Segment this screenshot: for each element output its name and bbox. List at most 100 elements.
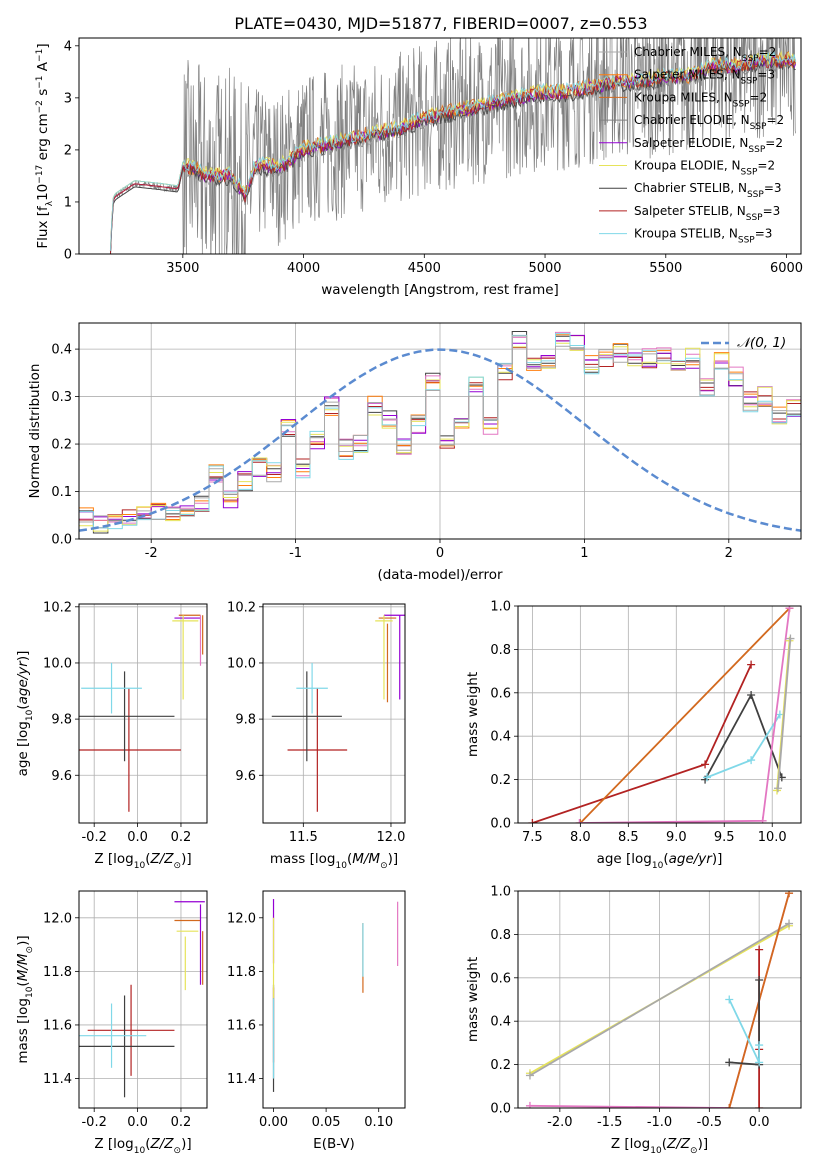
y-tick-label: 0.4 xyxy=(490,730,511,745)
y-tick-label: 3 xyxy=(64,91,72,106)
y-tick-label: 1.0 xyxy=(490,885,511,900)
y-tick-label: 4 xyxy=(64,39,72,54)
axes-frame xyxy=(78,322,802,540)
legend-label: 𝒩(0, 1) xyxy=(737,335,786,351)
y-tick-label: 9.6 xyxy=(51,769,72,784)
x-tick-label: 0.2 xyxy=(171,1115,192,1130)
y-tick-label: 0.4 xyxy=(490,1015,511,1030)
x-tick-label: -0.5 xyxy=(697,1115,722,1130)
y-axis-label: mass weight xyxy=(465,957,481,1042)
x-tick-label: 10.0 xyxy=(758,830,787,845)
y-axis-label: mass [log10(M/M⊙)] xyxy=(15,935,35,1063)
x-tick-label: 1 xyxy=(580,546,588,561)
axes-frame xyxy=(78,603,208,824)
mass-weight-line xyxy=(777,638,792,789)
axes-frame xyxy=(262,603,406,824)
y-tick-label: 0 xyxy=(64,248,72,263)
y-tick-label: 0.0 xyxy=(490,817,511,832)
mass-weight-line xyxy=(529,922,790,1077)
x-axis-label: age [log10(age/yr)] xyxy=(597,851,723,871)
mass-weight-marker xyxy=(525,1101,534,1108)
observed-spectrum xyxy=(110,38,797,254)
x-tick-label: 7.5 xyxy=(522,830,543,845)
mass-weight-marker xyxy=(755,945,764,954)
mass-weight-marker xyxy=(755,975,764,984)
x-tick-label: 0.0 xyxy=(127,830,148,845)
x-tick-label: 0.2 xyxy=(171,830,192,845)
x-tick-label: 4000 xyxy=(287,261,320,276)
legend-label: Salpeter MILES, NSSP=3 xyxy=(634,68,775,87)
y-tick-label: 10.0 xyxy=(43,656,72,671)
x-tick-label: 0.10 xyxy=(364,1115,393,1130)
histogram-step-line xyxy=(79,331,801,524)
y-axis-label: mass weight xyxy=(465,672,481,757)
mass-weight-marker xyxy=(725,1104,734,1108)
x-axis-label: mass [log10(M/M⊙)] xyxy=(270,851,398,871)
axes-frame xyxy=(517,605,802,824)
histogram-step-line xyxy=(79,335,801,529)
x-tick-label: -0.2 xyxy=(81,1115,106,1130)
y-axis-label: Flux [fλ10−17 erg cm−2 s−1 A−1] xyxy=(35,43,55,248)
y-tick-label: 0.6 xyxy=(490,686,511,701)
mass-weight-marker xyxy=(528,819,537,823)
plot-area xyxy=(79,331,801,534)
x-tick-label: 0.00 xyxy=(259,1115,288,1130)
mass-weight-marker xyxy=(747,756,756,765)
mass-weight-marker xyxy=(755,1041,764,1050)
x-tick-label: 9.5 xyxy=(714,830,735,845)
y-tick-label: 0.2 xyxy=(490,1058,511,1073)
histogram-step-line xyxy=(79,334,801,520)
x-axis-label: Z [log10(Z/Z⊙)] xyxy=(611,1136,708,1156)
y-tick-label: 0.0 xyxy=(51,533,72,548)
y-tick-label: 0.0 xyxy=(490,1102,511,1117)
legend-label: Chabrier ELODIE, NSSP=2 xyxy=(634,113,784,132)
normal-curve xyxy=(79,348,801,532)
legend-label: Kroupa STELIB, NSSP=3 xyxy=(634,227,772,246)
x-tick-label: -1.0 xyxy=(647,1115,672,1130)
y-axis-label: Normed distribution xyxy=(27,364,43,499)
x-tick-label: -1.5 xyxy=(597,1115,622,1130)
x-tick-label: 4500 xyxy=(408,261,441,276)
mass-vs-metallicity-panel: -0.2 0.0 0.2 11.4 11.6 11.8 12.0 Z [log10(Z/Z⊙)… xyxy=(15,890,208,1156)
mass-weight-line xyxy=(532,664,752,823)
legend-label: Chabrier STELIB, NSSP=3 xyxy=(634,181,782,200)
mass-weight-marker xyxy=(758,816,767,823)
y-tick-label: 0.2 xyxy=(490,773,511,788)
x-tick-label: 8.5 xyxy=(618,830,639,845)
y-tick-label: 12.0 xyxy=(43,911,72,926)
x-tick-label: 5500 xyxy=(649,261,682,276)
x-tick-label: 6000 xyxy=(770,261,803,276)
y-tick-label: 1 xyxy=(64,195,72,210)
x-tick-label: 0.0 xyxy=(127,1115,148,1130)
x-tick-label: 0.05 xyxy=(312,1115,341,1130)
y-tick-label: 0.2 xyxy=(51,438,72,453)
x-axis-label: E(B-V) xyxy=(313,1136,355,1152)
y-tick-label: 0.4 xyxy=(51,343,72,358)
x-tick-label: 8.0 xyxy=(570,830,591,845)
y-tick-label: 9.8 xyxy=(51,713,72,728)
legend-label: Kroupa ELODIE, NSSP=2 xyxy=(634,159,775,178)
model-spectrum-line xyxy=(109,53,797,254)
plot-area xyxy=(79,614,204,812)
mass-weight-marker xyxy=(725,1058,734,1067)
x-tick-label: -2 xyxy=(145,546,158,561)
y-tick-label: 11.6 xyxy=(43,1018,72,1033)
plot-area xyxy=(271,614,405,812)
y-tick-label: 10.0 xyxy=(227,656,256,671)
residual-histogram-panel: -2 -1 0 1 2 0.0 0.1 0.2 0.3 0.4 𝒩(0, 1) (data-model… xyxy=(27,322,802,583)
mass-weight-marker xyxy=(785,606,794,613)
axes-frame xyxy=(78,37,802,255)
y-tick-label: 2 xyxy=(64,143,72,158)
legend-label: Salpeter ELODIE, NSSP=2 xyxy=(634,136,783,155)
x-tick-label: 2 xyxy=(725,546,733,561)
spectrum-panel: 3500 4000 4500 5000 5500 6000 0 1 2 3 4 Chabrier MI… xyxy=(35,37,803,298)
mass-weight-marker xyxy=(773,784,782,793)
x-axis-label: (data-model)/error xyxy=(377,567,503,583)
legend-label: Chabrier MILES, NSSP=2 xyxy=(634,45,776,64)
spectrum-title: PLATE=0430, MJD=51877, FIBERID=0007, z=0… xyxy=(234,14,647,33)
mass-vs-ebv-panel: 0.00 0.05 0.10 11.4 11.6 11.8 12.0 E(B-V) xyxy=(227,890,406,1152)
x-tick-label: 5000 xyxy=(528,261,561,276)
axes-frame xyxy=(262,890,406,1109)
x-tick-label: 0.0 xyxy=(749,1115,770,1130)
axes-frame xyxy=(517,890,802,1109)
